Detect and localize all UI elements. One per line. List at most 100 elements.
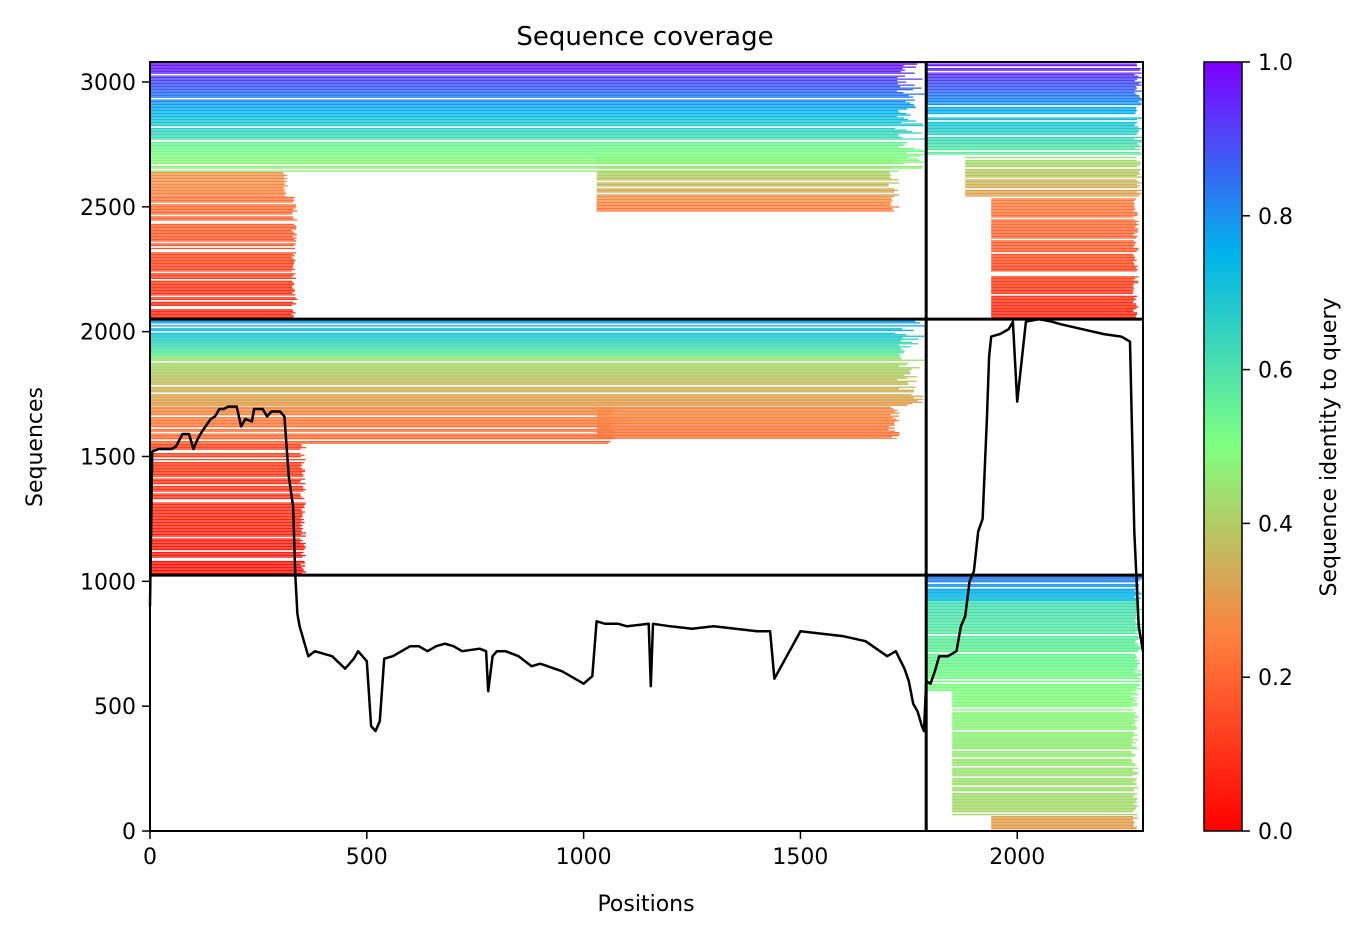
heatmap-row [150, 75, 905, 77]
heatmap-row [926, 623, 1143, 626]
heatmap-row [150, 133, 899, 136]
heatmap-row [150, 527, 304, 530]
heatmap-row [596, 159, 898, 162]
heatmap-row [926, 590, 1135, 592]
heatmap-row [150, 433, 614, 435]
heatmap-row [150, 138, 926, 140]
heatmap-row [150, 447, 306, 449]
heatmap-row [150, 130, 912, 133]
heatmap-row [150, 382, 909, 384]
heatmap-row [926, 80, 1135, 82]
heatmap-row [926, 87, 1138, 89]
heatmap-row [150, 229, 292, 232]
colorbar-tick-label: 0.2 [1258, 666, 1293, 691]
heatmap-row [596, 165, 892, 168]
heatmap-row [596, 429, 889, 431]
heatmap-row [150, 189, 284, 192]
heatmap-row [926, 106, 1137, 109]
heatmap-row [926, 89, 1136, 91]
heatmap-row [150, 474, 304, 476]
x-tick-label: 2000 [989, 845, 1045, 870]
heatmap-row [926, 670, 1142, 672]
heatmap-row [150, 183, 285, 186]
heatmap-row [150, 288, 294, 290]
heatmap-row [150, 520, 302, 522]
heatmap-row [926, 638, 1138, 641]
heatmap-row [596, 418, 897, 420]
heatmap-row [596, 200, 893, 202]
heatmap-row [926, 665, 1138, 667]
heatmap-row [150, 141, 907, 144]
coverage-band-0-0 [150, 62, 927, 92]
heatmap-row [150, 176, 284, 178]
heatmap-row [150, 494, 301, 497]
heatmap-row [952, 808, 1137, 810]
heatmap-row [150, 162, 905, 165]
heatmap-row [150, 548, 304, 551]
heatmap-row [150, 84, 915, 86]
heatmap-row [991, 820, 1134, 822]
heatmap-row [926, 90, 1143, 92]
heatmap-row [926, 130, 1139, 133]
heatmap-row [150, 267, 293, 269]
heatmap-row [596, 207, 893, 210]
heatmap-row [150, 524, 303, 527]
heatmap-row [150, 329, 914, 331]
heatmap-row [926, 99, 1143, 101]
heatmap-row [596, 411, 895, 413]
heatmap-row [150, 244, 295, 247]
heatmap-row [952, 719, 1138, 721]
heatmap-row [991, 219, 1135, 221]
heatmap-row [926, 659, 1139, 661]
x-tick-label: 1500 [772, 845, 828, 870]
y-tick-label: 1000 [80, 570, 136, 595]
heatmap-row [991, 256, 1136, 258]
heatmap-row [150, 535, 306, 537]
heatmap-row [991, 285, 1134, 287]
heatmap-row [991, 268, 1138, 270]
coverage-band-0-3 [150, 171, 288, 197]
heatmap-row [991, 204, 1135, 206]
heatmap-row [150, 93, 925, 95]
heatmap-row [150, 182, 285, 184]
heatmap-row [150, 475, 304, 477]
heatmap-row [952, 802, 1138, 804]
heatmap-row [926, 658, 1136, 660]
heatmap-row [150, 456, 301, 458]
heatmap-row [952, 715, 1138, 717]
heatmap-row [150, 453, 300, 455]
coverage-line-layer [148, 317, 1145, 733]
heatmap-row [952, 733, 1134, 735]
heatmap-row [150, 153, 926, 156]
heatmap-row [150, 105, 915, 107]
heatmap-row [926, 614, 1138, 617]
heatmap-row [952, 746, 1137, 748]
heatmap-row [965, 173, 1141, 175]
heatmap-row [150, 280, 292, 282]
coverage-band-1-4 [150, 444, 307, 575]
heatmap-row [150, 136, 903, 139]
heatmap-row [150, 418, 611, 420]
heatmap-row [150, 316, 294, 318]
heatmap-row [926, 594, 1137, 596]
heatmap-row [150, 365, 900, 367]
heatmap-row [150, 219, 298, 221]
heatmap-row [926, 142, 1138, 145]
chart-title: Sequence coverage [516, 22, 773, 52]
heatmap-row [926, 601, 1140, 603]
heatmap-row [952, 691, 1132, 693]
heatmap-row [926, 124, 1135, 127]
heatmap-row [991, 208, 1136, 211]
heatmap-row [926, 151, 1141, 154]
heatmap-row [952, 716, 1139, 718]
heatmap-row [926, 653, 1136, 655]
heatmap-row [150, 462, 305, 464]
heatmap-row [150, 177, 288, 180]
heatmap-row [926, 667, 1138, 669]
heatmap-row [952, 764, 1137, 766]
heatmap-row [150, 424, 612, 426]
heatmap-row [150, 526, 301, 528]
heatmap-row [952, 745, 1132, 747]
heatmap-row [150, 234, 298, 236]
heatmap-row [991, 825, 1134, 827]
